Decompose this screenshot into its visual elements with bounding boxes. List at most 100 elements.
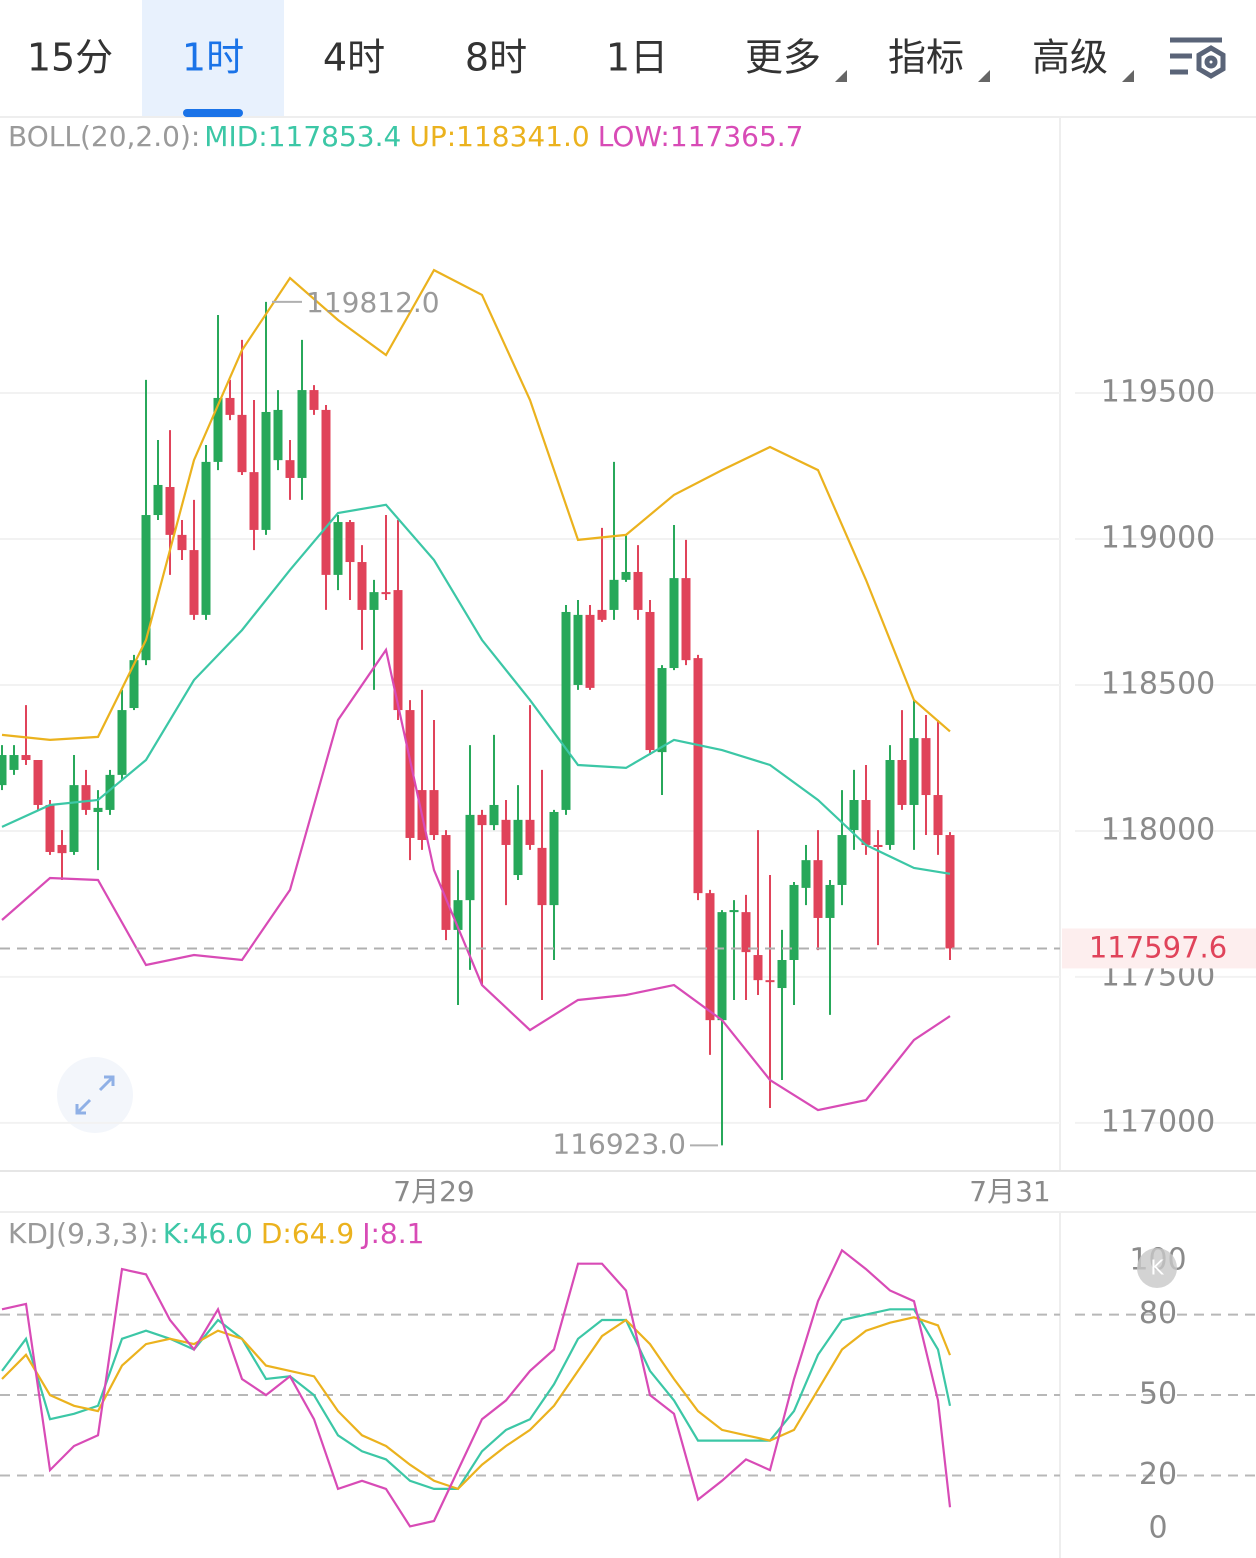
candle-body (597, 609, 607, 620)
y-tick-label: 117000 (1101, 1104, 1216, 1139)
last-price-bg (1062, 928, 1256, 969)
candle-body (921, 738, 931, 796)
candle-body (393, 590, 403, 711)
candle-body (705, 893, 715, 1021)
indicator-name: KDJ(9,3,3): (8, 1217, 159, 1250)
candle-body (333, 522, 343, 575)
candle-body (909, 738, 919, 805)
dropdown-caret (835, 70, 847, 82)
candle-body (453, 900, 463, 930)
candle-body (885, 760, 895, 845)
candle-body (585, 614, 595, 688)
candle-body (297, 390, 307, 478)
candle-body (777, 960, 787, 989)
candle-body (21, 755, 31, 760)
candle-body (81, 785, 91, 810)
candle-body (621, 571, 631, 580)
y-tick-label: 50 (1139, 1377, 1177, 1412)
badge-label: K (1150, 1256, 1164, 1280)
series-name: D: (261, 1217, 292, 1250)
candle-body (717, 912, 727, 1021)
indicator-line (1, 268, 951, 742)
candle-body (561, 611, 571, 810)
tab[interactable]: 指标 (888, 36, 990, 83)
candle-body (237, 414, 247, 473)
candle-body (249, 472, 259, 530)
candle-body (573, 614, 583, 685)
candle-body (441, 835, 451, 930)
candle-body (201, 461, 211, 615)
high-label: 119812.0 (306, 286, 440, 319)
candle-body (45, 804, 55, 852)
candle-body (657, 668, 667, 753)
series-value: 8.1 (380, 1217, 425, 1250)
candle-body (513, 819, 523, 876)
series-value: 46.0 (191, 1217, 253, 1250)
series-name: J: (360, 1217, 380, 1250)
indicator-line (1, 647, 951, 1112)
candle-body (897, 760, 907, 805)
candle-body (825, 884, 835, 918)
tab-label: 指标 (888, 36, 964, 80)
candle-body (105, 774, 115, 810)
tab-label: 15分 (27, 36, 113, 80)
badge-bg (1137, 1248, 1177, 1288)
candle-body (261, 411, 271, 530)
candle-body (69, 785, 79, 852)
candle-body (669, 578, 679, 669)
candle-body (489, 804, 499, 826)
y-tick-label: 80 (1139, 1296, 1177, 1331)
candle-body (189, 550, 199, 615)
candle-body (837, 835, 847, 885)
tab[interactable]: 1日 (606, 36, 668, 80)
candle-body (861, 800, 871, 845)
expand-button[interactable] (57, 1057, 133, 1133)
tab[interactable]: 4时 (323, 36, 385, 80)
indicator-line (1, 1248, 952, 1528)
candle-body (321, 409, 331, 575)
candle-body (681, 578, 691, 661)
candle-body (501, 819, 511, 845)
candle-body (525, 819, 535, 845)
tab-label: 8时 (465, 36, 527, 80)
indicator-line (1, 1316, 952, 1491)
last-price-label: 117597.6 (1089, 930, 1227, 964)
indicator-readout: BOLL(20,2.0): MID:117853.4 UP:118341.0 LOW:… (8, 120, 803, 153)
candle-body (729, 910, 739, 913)
candle-body (741, 912, 751, 953)
tab[interactable]: 15分 (27, 36, 113, 80)
candle-body (849, 800, 859, 831)
series-value: 117365.7 (670, 120, 804, 153)
series-name: K: (163, 1217, 191, 1250)
x-tick-label: 7月31 (969, 1175, 1050, 1208)
series-name: LOW: (598, 120, 670, 153)
series-name: UP: (409, 120, 456, 153)
candle-body (0, 755, 7, 786)
tab[interactable]: 1时 (142, 0, 284, 117)
tab[interactable]: 高级 (1032, 36, 1134, 83)
candle-body (177, 534, 187, 551)
tab-label: 高级 (1032, 36, 1108, 80)
x-tick-label: 7月29 (393, 1175, 474, 1208)
candle-body (153, 484, 163, 516)
settings-icon[interactable] (1170, 37, 1226, 79)
candle-body (57, 844, 67, 854)
candle-body (801, 860, 811, 888)
candle-body (609, 579, 619, 610)
candle-body (309, 390, 319, 410)
candle-body (549, 811, 559, 906)
series-value: 118341.0 (456, 120, 590, 153)
candle-body (693, 658, 703, 894)
candle-body (165, 487, 175, 535)
tab[interactable]: 8时 (465, 36, 527, 80)
tab[interactable]: 更多 (745, 36, 847, 83)
y-tick-label: 119000 (1101, 520, 1216, 555)
tab-label: 1日 (606, 36, 668, 80)
y-tick-label: 0 (1148, 1511, 1167, 1546)
candle-body (273, 409, 283, 461)
indicator-line (1, 503, 951, 875)
candle-body (357, 562, 367, 610)
candle-body (213, 397, 223, 462)
y-tick-label: 119500 (1101, 374, 1216, 409)
